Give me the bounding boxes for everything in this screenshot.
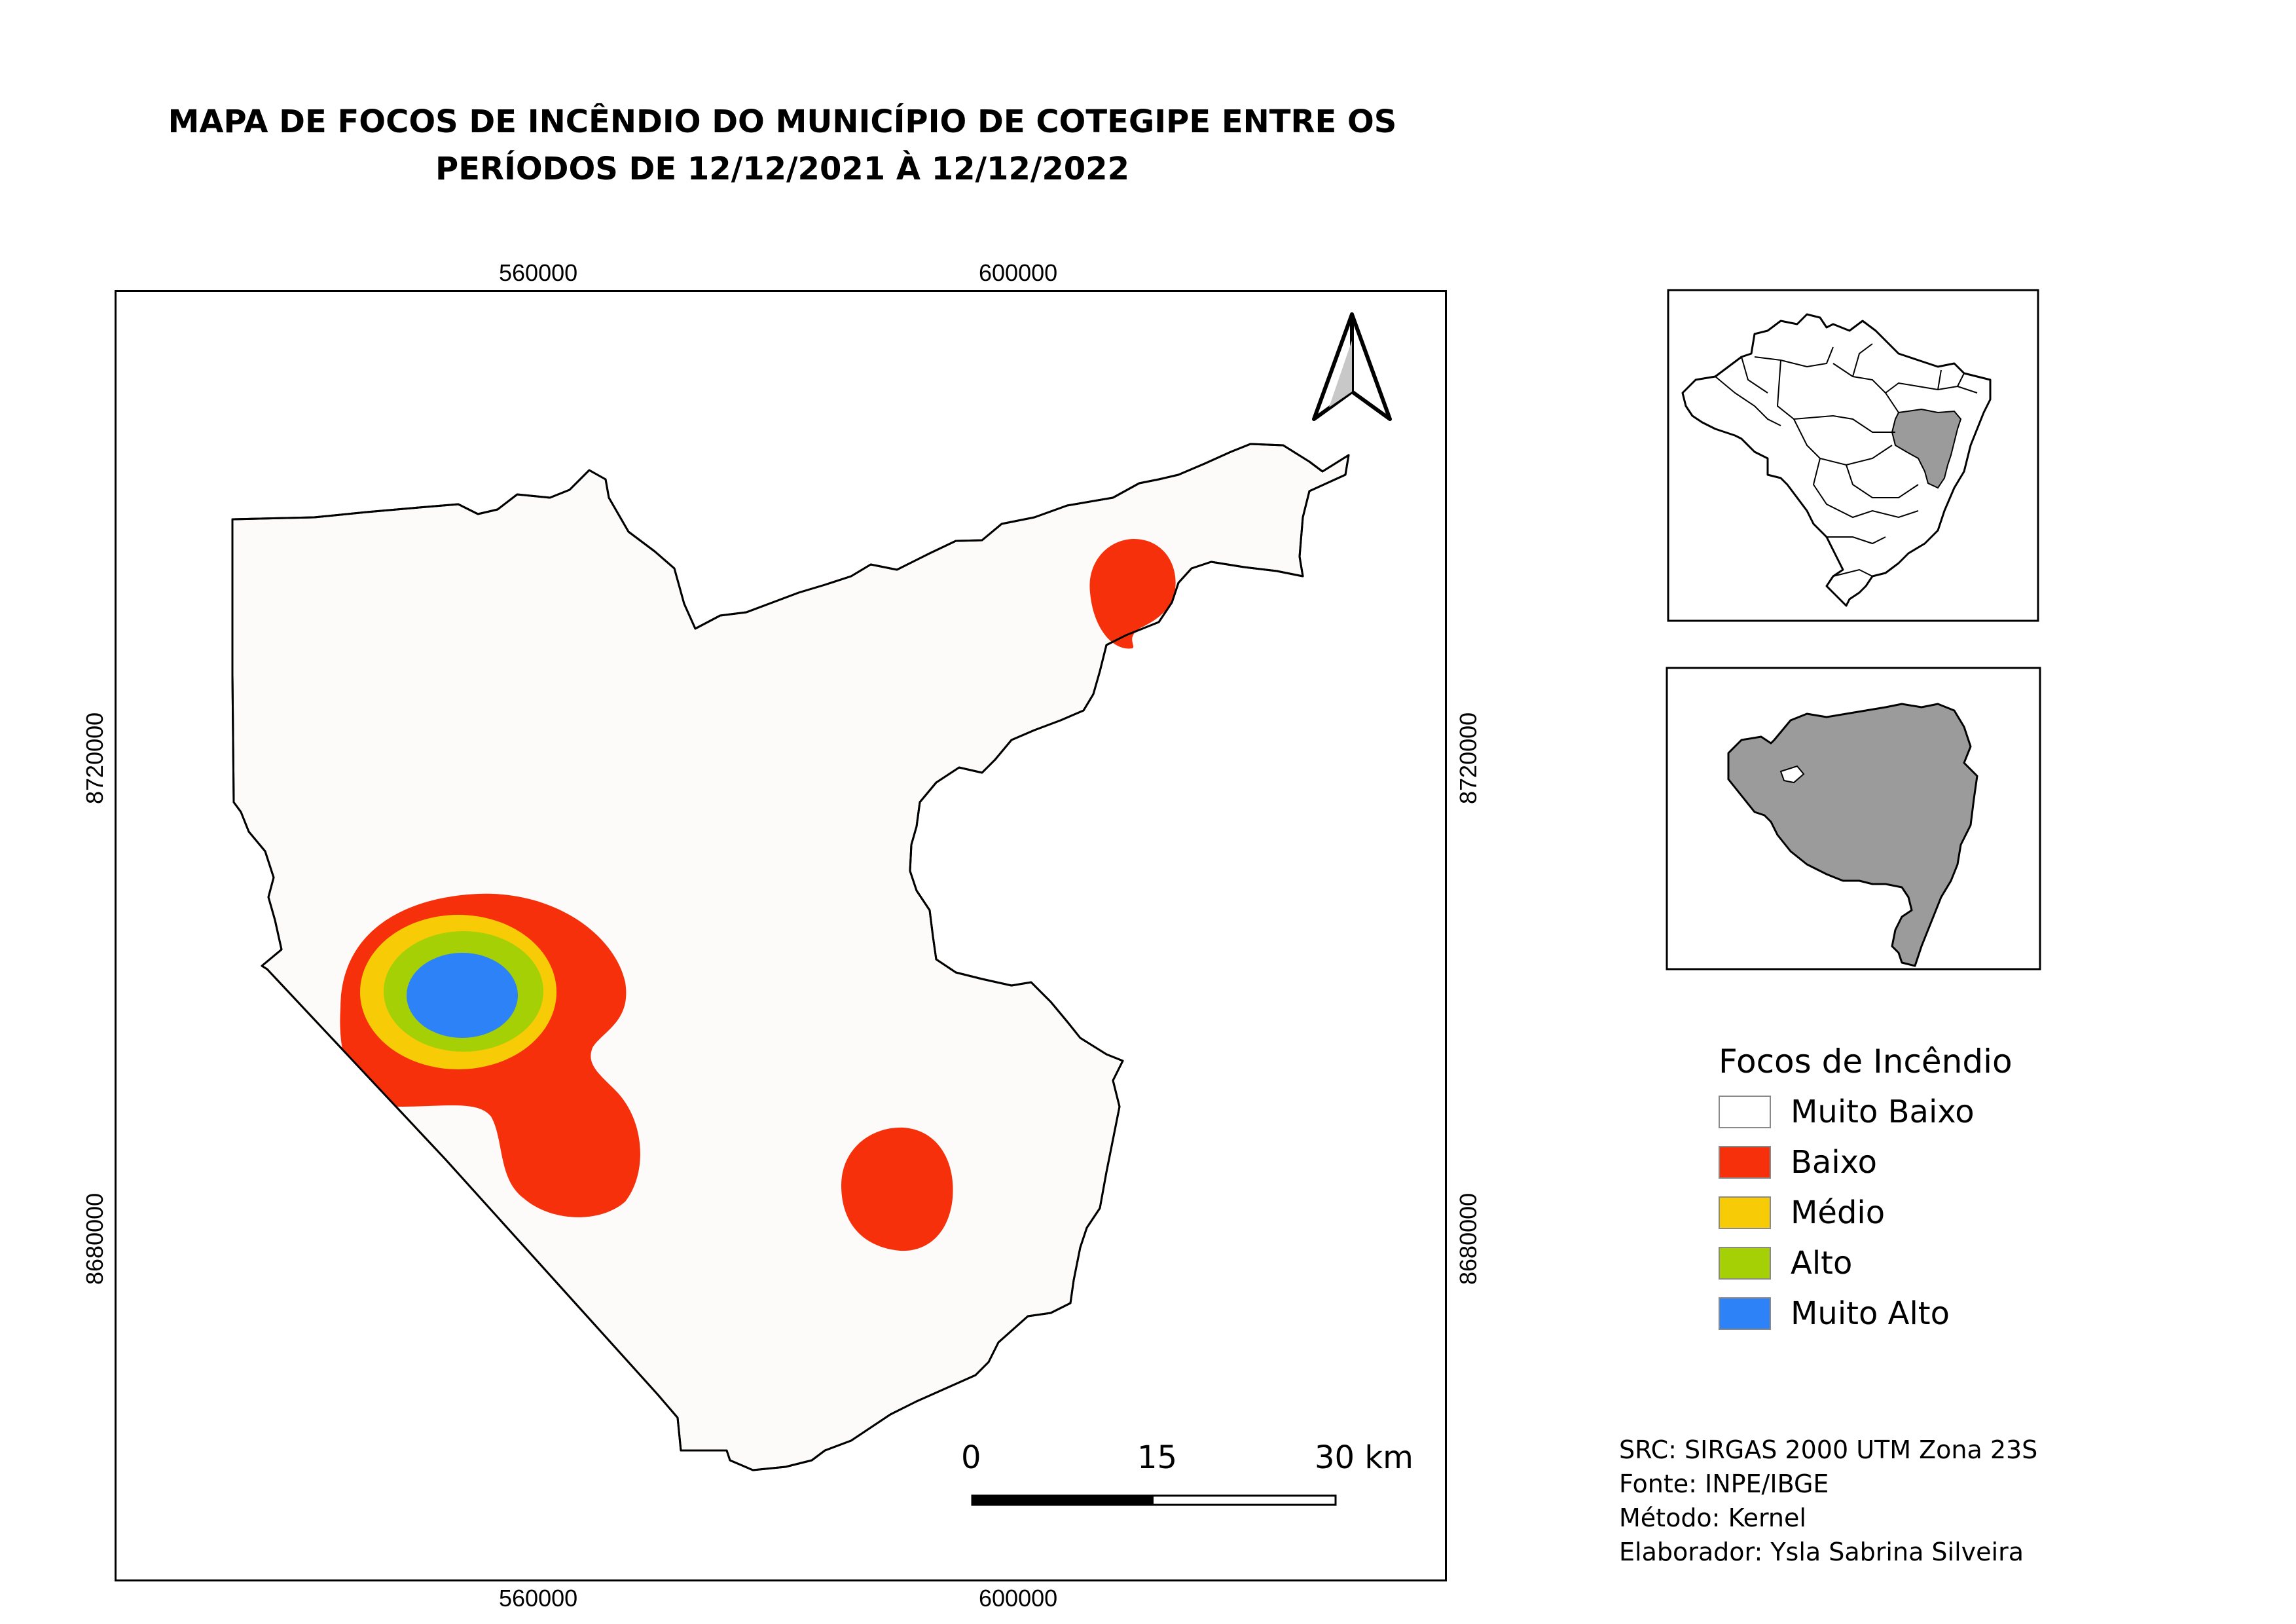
map-title-line1: MAPA DE FOCOS DE INCÊNDIO DO MUNICÍPIO D… [168,103,1397,140]
bahia-highlight [1891,408,1962,489]
north-arrow-icon [1312,312,1392,421]
easting-bottom-1: 560000 [499,1585,578,1612]
scale-label-30: 30 km [1315,1439,1413,1476]
legend-swatch-alto [1719,1247,1771,1280]
credits-elaborador: Elaborador: Ysla Sabrina Silveira [1619,1538,2024,1566]
legend-label: Muito Baixo [1791,1094,1975,1130]
legend-title: Focos de Incêndio [1719,1043,2013,1080]
inset-bahia [1666,667,2041,970]
legend-swatch-muito-alto [1719,1297,1771,1330]
easting-top-2: 600000 [979,259,1058,286]
brazil-state-borders [1715,343,1978,577]
kernel-zones [340,893,953,1251]
map-title: MAPA DE FOCOS DE INCÊNDIO DO MUNICÍPIO D… [52,98,1512,193]
credits-fonte: Fonte: INPE/IBGE [1619,1469,1829,1498]
legend-label: Médio [1791,1194,1886,1231]
legend-item-baixo: Baixo [1719,1143,1877,1182]
scale-label-0: 0 [961,1439,981,1476]
scale-bar [971,1494,1337,1506]
kernel-muito-alto [407,953,518,1038]
map-title-line2: PERÍODOS DE 12/12/2021 À 12/12/2022 [435,151,1129,187]
legend-label: Baixo [1791,1144,1877,1181]
municipality-border [231,443,1350,1471]
legend-swatch-baixo [1719,1146,1771,1179]
legend-swatch-muito-baixo [1719,1096,1771,1128]
easting-top-1: 560000 [499,259,578,286]
legend-label: Alto [1791,1245,1853,1282]
map-credits: SRC: SIRGAS 2000 UTM Zona 23S Fonte: INP… [1619,1433,2037,1569]
legend-item-muito-baixo: Muito Baixo [1719,1092,1975,1132]
kernel-baixo-south [841,1127,953,1251]
credits-src: SRC: SIRGAS 2000 UTM Zona 23S [1619,1435,2038,1464]
legend-item-alto: Alto [1719,1244,1852,1283]
legend-item-medio: Médio [1719,1193,1885,1232]
scale-label-15: 15 [1137,1439,1178,1476]
inset-brazil [1667,289,2039,622]
credits-metodo: Método: Kernel [1619,1504,1806,1532]
bahia-lake [1779,765,1805,784]
legend-swatch-medio [1719,1196,1771,1229]
legend-label: Muito Alto [1791,1295,1950,1332]
easting-bottom-2: 600000 [979,1585,1058,1612]
kernel-baixo-northeast [1089,538,1176,649]
legend-item-muito-alto: Muito Alto [1719,1294,1950,1333]
